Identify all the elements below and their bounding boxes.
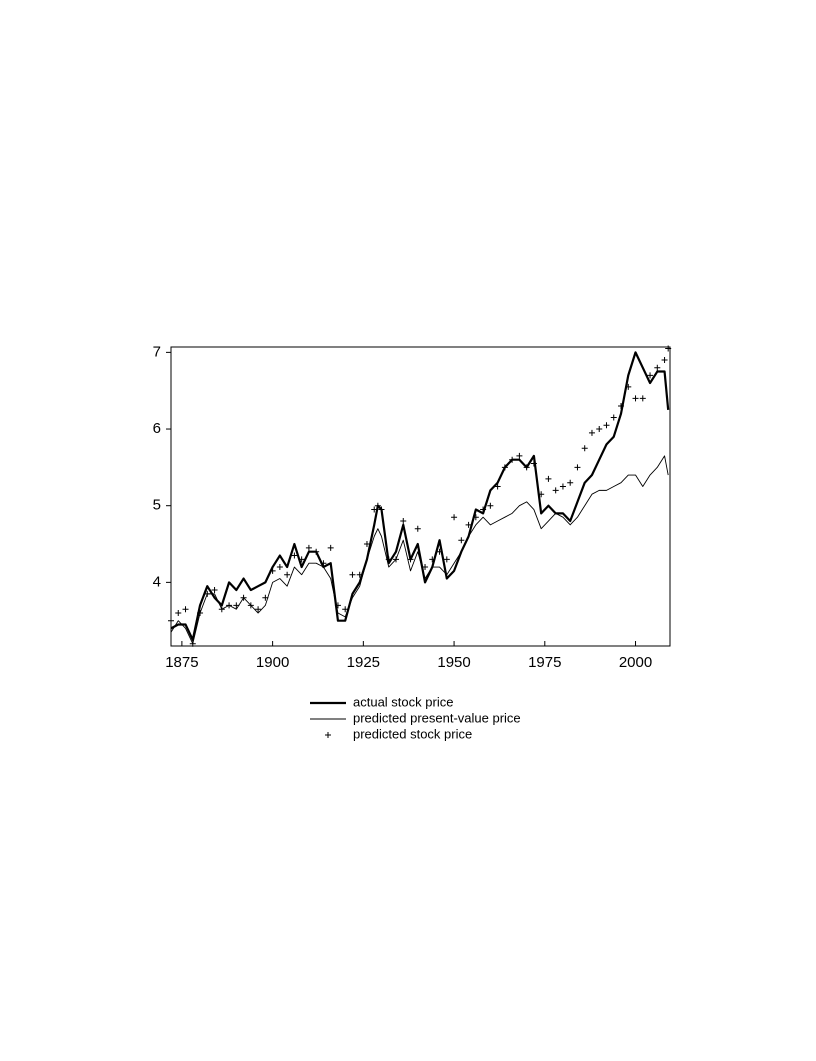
x-tick-label: 2000 bbox=[619, 654, 652, 671]
marker bbox=[639, 395, 646, 402]
legend-label: actual stock price bbox=[353, 694, 453, 709]
marker bbox=[334, 602, 341, 609]
marker bbox=[559, 483, 566, 490]
y-tick-label: 5 bbox=[153, 497, 161, 514]
marker bbox=[175, 610, 182, 617]
marker bbox=[654, 364, 661, 371]
marker bbox=[197, 610, 204, 617]
legend-marker bbox=[325, 732, 331, 738]
x-tick-label: 1900 bbox=[256, 654, 289, 671]
legend-label: predicted present-value price bbox=[353, 710, 521, 725]
marker bbox=[494, 483, 501, 490]
marker bbox=[501, 464, 508, 471]
marker bbox=[596, 426, 603, 433]
y-tick-label: 6 bbox=[153, 420, 161, 437]
marker bbox=[218, 606, 225, 613]
marker bbox=[371, 506, 378, 513]
marker bbox=[588, 429, 595, 436]
marker bbox=[414, 525, 421, 532]
legend-label: predicted stock price bbox=[353, 726, 472, 741]
marker bbox=[610, 414, 617, 421]
marker bbox=[240, 594, 247, 601]
marker bbox=[480, 506, 487, 513]
marker bbox=[276, 564, 283, 571]
marker bbox=[632, 395, 639, 402]
marker bbox=[407, 556, 414, 563]
marker bbox=[284, 571, 291, 578]
marker bbox=[516, 452, 523, 459]
marker bbox=[363, 541, 370, 548]
marker bbox=[233, 602, 240, 609]
marker bbox=[523, 464, 530, 471]
marker bbox=[567, 479, 574, 486]
marker bbox=[538, 491, 545, 498]
marker bbox=[545, 475, 552, 482]
y-tick-label: 7 bbox=[153, 343, 161, 360]
marker bbox=[603, 422, 610, 429]
x-tick-label: 1875 bbox=[165, 654, 198, 671]
marker bbox=[255, 606, 262, 613]
marker bbox=[385, 556, 392, 563]
marker bbox=[451, 514, 458, 521]
marker bbox=[581, 445, 588, 452]
marker bbox=[665, 345, 672, 352]
marker bbox=[342, 606, 349, 613]
marker bbox=[661, 357, 668, 364]
x-tick-label: 1925 bbox=[347, 654, 380, 671]
x-tick-label: 1975 bbox=[528, 654, 561, 671]
marker bbox=[262, 594, 269, 601]
marker bbox=[422, 564, 429, 571]
marker bbox=[305, 544, 312, 551]
marker bbox=[429, 556, 436, 563]
marker bbox=[400, 518, 407, 525]
marker bbox=[226, 602, 233, 609]
marker bbox=[182, 606, 189, 613]
marker bbox=[574, 464, 581, 471]
marker bbox=[269, 567, 276, 574]
series-line bbox=[170, 351, 670, 641]
marker bbox=[465, 521, 472, 528]
marker bbox=[356, 571, 363, 578]
marker bbox=[647, 372, 654, 379]
marker bbox=[487, 502, 494, 509]
plot-frame bbox=[170, 346, 671, 647]
marker bbox=[393, 556, 400, 563]
marker bbox=[374, 502, 381, 509]
marker bbox=[327, 544, 334, 551]
marker bbox=[552, 487, 559, 494]
marker bbox=[168, 617, 174, 624]
marker bbox=[530, 460, 537, 467]
marker bbox=[625, 383, 632, 390]
marker bbox=[211, 587, 218, 594]
x-tick-label: 1950 bbox=[437, 654, 470, 671]
marker bbox=[247, 602, 254, 609]
marker bbox=[458, 537, 465, 544]
marker bbox=[313, 548, 320, 555]
marker bbox=[378, 506, 385, 513]
marker bbox=[320, 560, 327, 567]
marker bbox=[204, 590, 211, 597]
marker bbox=[349, 571, 356, 578]
series-line bbox=[170, 455, 669, 645]
marker bbox=[618, 403, 625, 410]
marker bbox=[443, 556, 450, 563]
marker bbox=[291, 552, 298, 559]
marker bbox=[509, 456, 516, 463]
marker bbox=[436, 548, 443, 555]
marker bbox=[298, 556, 305, 563]
y-tick-label: 4 bbox=[153, 573, 161, 590]
marker bbox=[189, 640, 196, 647]
marker bbox=[472, 514, 479, 521]
